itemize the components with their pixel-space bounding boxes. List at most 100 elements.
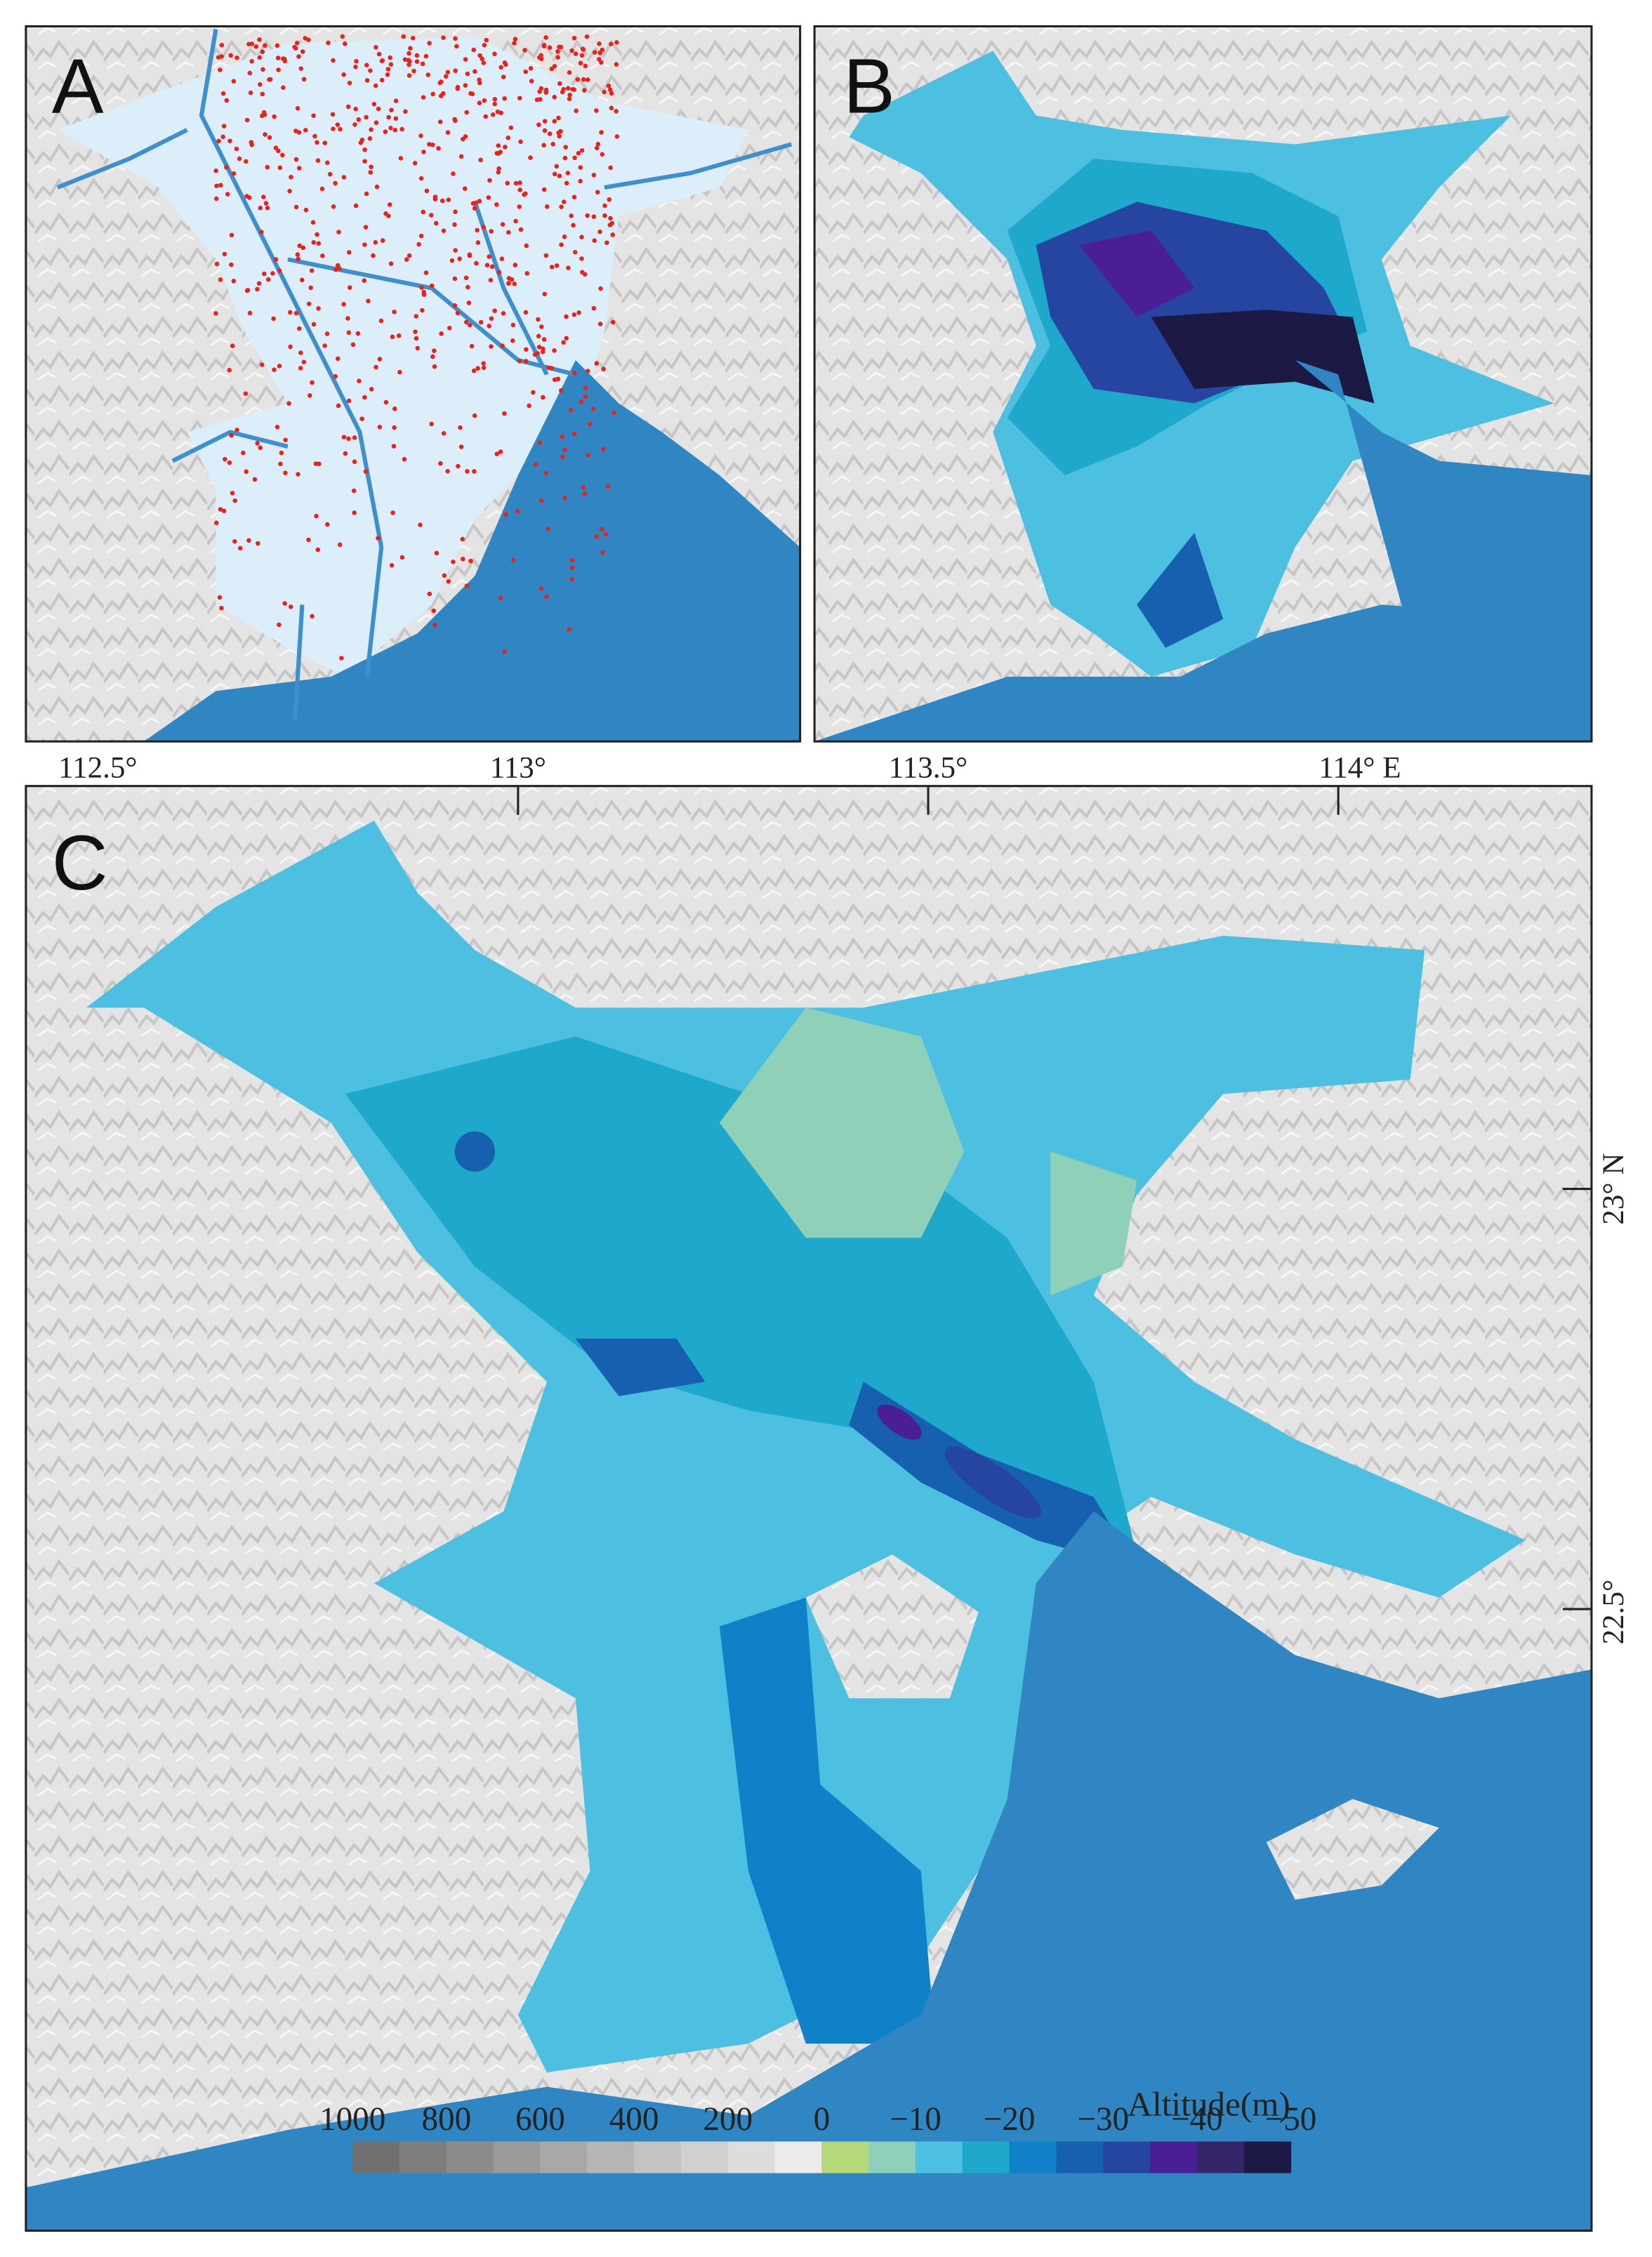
sample-point — [489, 229, 494, 234]
sample-point — [310, 380, 315, 385]
sample-point — [536, 333, 541, 339]
sample-point — [385, 72, 390, 77]
sample-point — [599, 130, 604, 135]
sample-point — [338, 126, 343, 132]
sample-point — [376, 106, 381, 112]
sample-point — [541, 395, 546, 400]
sample-point — [263, 43, 267, 48]
sample-point — [222, 251, 227, 257]
sample-point — [385, 67, 391, 72]
legend-label: 800 — [421, 2101, 471, 2138]
sample-point — [559, 388, 564, 393]
sample-point — [464, 583, 470, 588]
sample-point — [567, 96, 572, 102]
panel-a-frame — [25, 25, 802, 743]
sample-point — [262, 271, 267, 277]
sample-point — [597, 41, 602, 46]
sample-point — [608, 216, 613, 221]
sample-point — [227, 368, 232, 373]
sample-point — [440, 198, 445, 204]
sample-point — [464, 319, 469, 325]
sample-point — [364, 78, 370, 83]
sample-point — [492, 101, 497, 107]
sample-point — [473, 69, 477, 74]
sample-point — [223, 456, 227, 462]
sample-point — [513, 37, 518, 41]
sample-point — [499, 256, 505, 261]
sample-point — [569, 576, 574, 582]
sample-point — [523, 310, 529, 315]
legend-swatch — [962, 2141, 1010, 2173]
sample-point — [594, 534, 600, 539]
sample-point — [537, 440, 543, 445]
sample-point — [353, 203, 359, 209]
longitude-label: 112.5° — [58, 751, 137, 784]
sample-point — [453, 248, 458, 253]
sample-point — [571, 312, 577, 317]
sample-point — [383, 399, 389, 405]
sample-point — [582, 272, 588, 277]
sample-point — [412, 161, 418, 166]
sample-point — [339, 656, 344, 661]
sample-point — [425, 72, 431, 77]
sample-point — [438, 461, 443, 466]
legend-swatch — [915, 2141, 963, 2173]
legend-label: −50 — [1265, 2101, 1317, 2138]
sample-point — [366, 298, 371, 304]
sample-point — [453, 118, 458, 124]
sample-point — [578, 60, 583, 66]
sample-point — [265, 164, 270, 170]
sample-point — [421, 95, 426, 100]
sample-point — [232, 538, 237, 544]
sample-point — [244, 159, 249, 164]
sample-point — [465, 284, 470, 290]
sample-point — [346, 330, 352, 336]
sample-point — [455, 310, 461, 316]
sample-point — [581, 47, 586, 52]
sample-point — [414, 314, 419, 319]
sample-point — [590, 406, 596, 411]
sample-point — [336, 403, 341, 409]
sample-point — [295, 252, 300, 257]
sample-point — [430, 91, 436, 97]
legend-label: 600 — [515, 2101, 565, 2138]
sample-point — [341, 435, 347, 439]
sample-point — [477, 77, 482, 82]
sample-point — [220, 91, 226, 96]
sample-point — [303, 128, 308, 133]
sample-point — [513, 218, 518, 224]
sample-point — [447, 325, 452, 331]
sample-point — [213, 196, 219, 201]
sample-point — [288, 604, 293, 609]
sample-point — [496, 270, 502, 275]
sample-point — [418, 233, 424, 239]
sample-point — [220, 134, 225, 140]
sample-point — [315, 547, 321, 552]
sample-point — [481, 365, 487, 371]
sample-point — [597, 229, 602, 234]
sample-point — [224, 165, 229, 170]
sample-point — [278, 461, 283, 467]
sample-point — [592, 238, 597, 243]
sample-point — [241, 450, 246, 456]
sample-point — [343, 451, 348, 456]
sample-point — [527, 403, 531, 409]
sample-point — [541, 346, 546, 352]
sample-point — [517, 95, 522, 101]
sample-point — [396, 333, 402, 338]
sample-point — [418, 176, 424, 181]
sample-point — [257, 55, 263, 60]
sample-point — [454, 44, 459, 49]
sample-point — [419, 285, 424, 290]
sample-point — [275, 43, 280, 48]
sample-point — [352, 122, 357, 127]
sample-point — [234, 146, 239, 152]
sample-point — [393, 98, 399, 103]
sample-point — [513, 263, 518, 267]
sample-point — [571, 223, 576, 228]
sample-point — [314, 513, 319, 519]
sample-point — [542, 291, 548, 297]
legend-swatch — [868, 2141, 916, 2173]
sample-point — [586, 452, 590, 458]
sample-point — [437, 119, 443, 124]
